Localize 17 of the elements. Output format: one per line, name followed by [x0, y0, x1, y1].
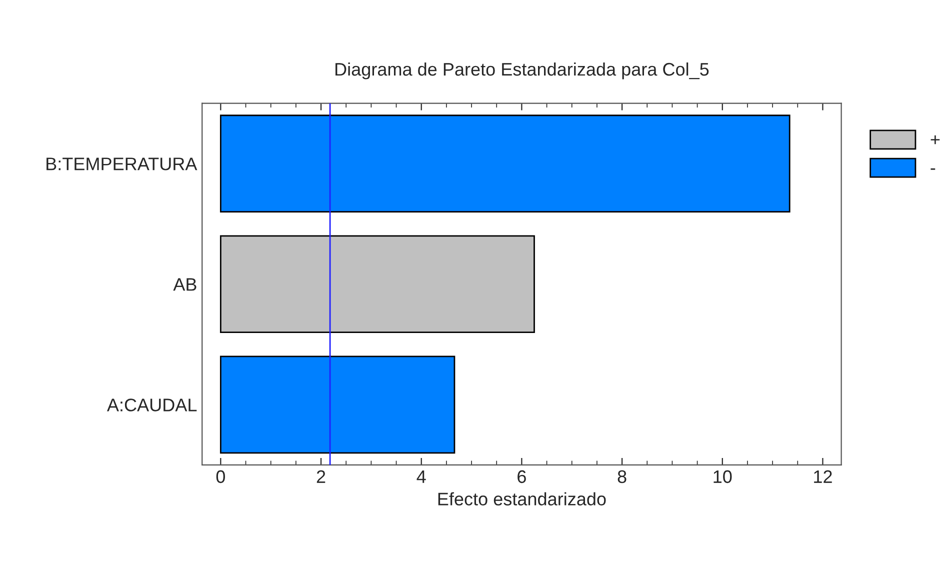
x-tick-label: 4	[416, 470, 426, 483]
y-tick-label: AB	[173, 278, 196, 291]
x-axis-title: Efecto estandarizado	[438, 492, 606, 506]
legend-label: -	[930, 168, 936, 170]
x-tick-label: 10	[714, 470, 732, 484]
x-tick-label: 8	[618, 470, 626, 484]
legend-label: +	[930, 135, 940, 144]
bar	[220, 114, 790, 212]
y-tick-label: A:CAUDAL	[106, 398, 197, 412]
bar	[220, 235, 535, 334]
x-tick-label: 2	[316, 470, 326, 483]
y-tick-label: B:TEMPERATURA	[46, 158, 198, 170]
x-tick-label: 12	[814, 470, 832, 483]
chart-title: Diagrama de Pareto Estandarizada para Col_5	[336, 62, 709, 80]
bar	[220, 356, 456, 454]
x-tick-label: 6	[518, 470, 526, 484]
x-tick-label: 0	[216, 470, 225, 484]
